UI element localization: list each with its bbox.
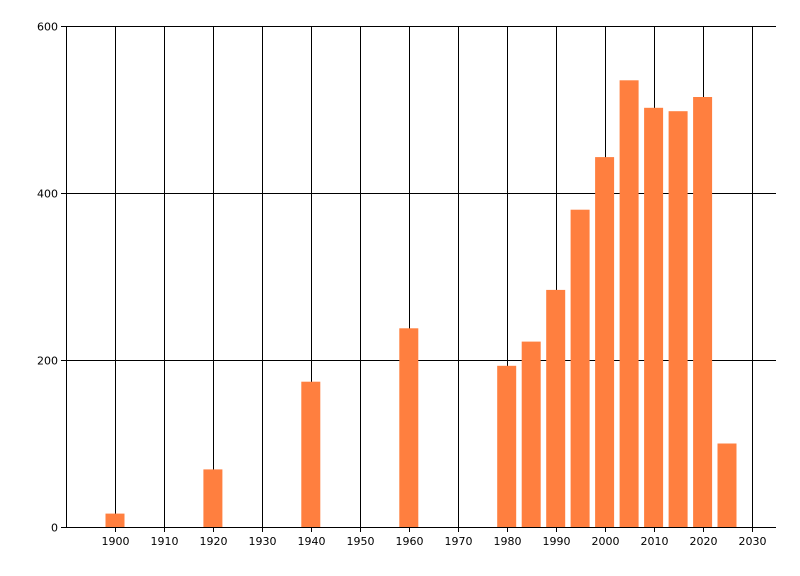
bar-1990 — [546, 289, 566, 527]
bar-2010 — [644, 107, 664, 528]
x-tick-label-1920: 1920 — [200, 535, 228, 548]
x-tick-labels: 1900 1910 1920 1930 1940 1950 1960 1970 1980 1990… — [102, 527, 767, 548]
bar-1900 — [105, 513, 125, 527]
y-tick-label-0: 0 — [51, 522, 58, 535]
x-tick-label-1930: 1930 — [249, 535, 277, 548]
x-tick-label-2020: 2020 — [690, 535, 718, 548]
x-tick-label-1970: 1970 — [445, 535, 473, 548]
x-tick-label-1900: 1900 — [102, 535, 130, 548]
x-tick-label-1940: 1940 — [298, 535, 326, 548]
bar-2005 — [619, 80, 639, 528]
bar-1960 — [399, 328, 419, 527]
x-tick-label-1960: 1960 — [396, 535, 424, 548]
x-tick-label-1980: 1980 — [494, 535, 522, 548]
x-tick-label-2010: 2010 — [641, 535, 669, 548]
y-tick-label-400: 400 — [37, 188, 58, 201]
x-tick-label-1990: 1990 — [543, 535, 571, 548]
y-tick-label-200: 200 — [37, 355, 58, 368]
x-tick-label-1910: 1910 — [151, 535, 179, 548]
x-tick-label-2000: 2000 — [592, 535, 620, 548]
x-tick-label-2030: 2030 — [739, 535, 767, 548]
bars — [105, 80, 737, 528]
y-tick-labels: 0 200 400 600 — [37, 21, 66, 535]
bar-2000 — [595, 157, 615, 527]
bar-1920 — [203, 469, 223, 527]
bar-1995 — [570, 209, 590, 527]
bar-2025 — [717, 443, 737, 527]
bar-2015 — [668, 111, 688, 527]
bar-2020 — [693, 97, 713, 527]
y-tick-label-600: 600 — [37, 21, 58, 34]
x-tick-label-1950: 1950 — [347, 535, 375, 548]
bar-1985 — [521, 341, 541, 527]
bar-1940 — [301, 381, 321, 527]
axes — [66, 26, 776, 528]
bar-1980 — [497, 365, 517, 527]
